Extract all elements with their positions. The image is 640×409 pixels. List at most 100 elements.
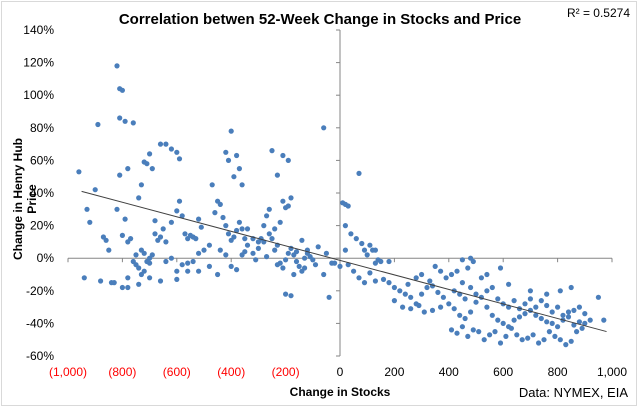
data-point <box>231 174 237 180</box>
data-point <box>283 291 289 297</box>
data-point <box>549 320 555 326</box>
data-point <box>136 265 142 271</box>
x-tick-label: (1,000) <box>49 365 87 379</box>
x-axis-label: Change in Stocks <box>289 385 391 399</box>
data-point <box>342 247 348 253</box>
data-point <box>421 309 427 315</box>
data-point <box>81 275 87 281</box>
data-point <box>228 263 234 269</box>
data-point <box>361 280 368 286</box>
data-point <box>185 260 191 266</box>
data-point <box>269 236 275 242</box>
data-point <box>546 329 553 335</box>
data-point <box>484 304 490 310</box>
data-point <box>323 250 329 256</box>
axes <box>67 29 613 357</box>
x-tick-label: 1,000 <box>597 365 627 379</box>
data-point <box>448 327 455 333</box>
data-point <box>555 324 561 330</box>
data-point <box>511 317 517 323</box>
data-point <box>574 329 580 335</box>
data-point <box>201 247 207 253</box>
x-tick-label: 600 <box>493 365 513 379</box>
data-point <box>234 227 240 234</box>
data-point <box>117 172 123 178</box>
data-point <box>174 268 180 274</box>
y-tick-label: 100% <box>23 88 54 102</box>
data-point <box>141 268 147 274</box>
data-point <box>310 257 316 263</box>
data-point <box>351 268 357 274</box>
data-point <box>345 203 351 209</box>
data-point <box>468 284 474 291</box>
data-point <box>462 296 468 302</box>
data-point <box>500 320 506 326</box>
data-point <box>329 260 335 266</box>
data-point <box>223 149 229 155</box>
data-point <box>193 236 199 242</box>
data-point <box>157 141 164 147</box>
data-point <box>473 291 479 297</box>
data-point <box>236 166 242 172</box>
data-point <box>342 223 348 229</box>
data-point <box>274 262 280 268</box>
data-point <box>103 237 109 243</box>
data-point <box>438 268 444 274</box>
data-point <box>125 284 131 291</box>
data-point <box>212 210 218 216</box>
data-point <box>519 337 525 343</box>
data-point <box>440 294 446 300</box>
data-point <box>601 317 607 323</box>
data-point <box>525 335 531 341</box>
data-point <box>157 234 164 240</box>
data-point <box>446 301 452 307</box>
data-point <box>168 219 174 225</box>
data-point <box>87 219 93 225</box>
data-point <box>242 249 248 255</box>
data-point <box>484 288 490 294</box>
data-point <box>380 276 387 282</box>
data-point <box>163 141 169 147</box>
data-point <box>223 252 229 258</box>
data-point <box>560 312 566 318</box>
data-point <box>225 157 232 163</box>
data-point <box>571 322 577 328</box>
data-point <box>138 182 144 188</box>
data-point <box>555 304 561 310</box>
y-tick-label: 40% <box>30 186 54 200</box>
y-tick-label: -60% <box>26 349 54 363</box>
data-point <box>544 291 550 297</box>
data-point <box>326 294 332 300</box>
y-tick-label: -20% <box>26 284 54 298</box>
data-point <box>98 278 104 284</box>
data-point <box>462 315 468 322</box>
data-point <box>361 247 368 253</box>
data-point <box>255 245 261 251</box>
data-point <box>190 258 196 265</box>
data-point <box>557 288 563 294</box>
y-tick-label: 20% <box>30 219 54 233</box>
data-point <box>576 304 583 310</box>
data-point <box>427 278 433 284</box>
data-point <box>497 340 504 346</box>
data-point <box>288 293 294 299</box>
data-point <box>476 329 482 335</box>
data-point <box>280 265 286 271</box>
data-point <box>136 281 142 287</box>
data-point <box>473 299 479 305</box>
data-point <box>119 87 125 93</box>
data-point <box>405 281 411 287</box>
data-point <box>130 120 136 126</box>
x-tick-label: 800 <box>548 365 568 379</box>
data-points <box>76 63 607 348</box>
data-point <box>149 252 155 258</box>
data-point <box>176 156 183 162</box>
data-point <box>76 169 82 175</box>
data-point <box>378 258 384 265</box>
data-point <box>419 291 425 297</box>
data-point <box>457 312 463 318</box>
x-tick-label: (200) <box>272 365 300 379</box>
data-point <box>544 319 550 325</box>
data-point <box>266 206 272 212</box>
